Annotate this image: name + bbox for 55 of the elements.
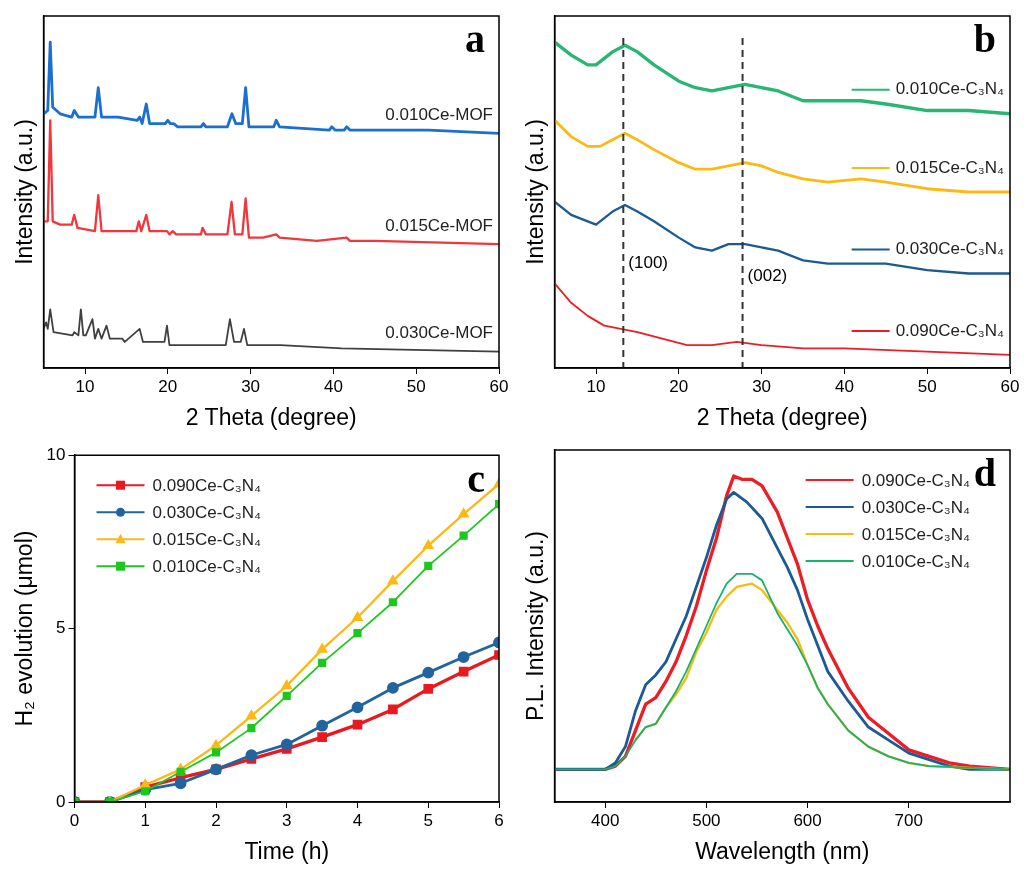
legend-label: 0.030Ce-C₃N₄ bbox=[895, 239, 1005, 259]
x-tick-label: 700 bbox=[894, 810, 923, 830]
x-tick-label: 30 bbox=[241, 376, 261, 396]
legend-label: 0.015Ce-C₃N₄ bbox=[861, 524, 971, 544]
series-label: 0.010Ce-MOF bbox=[385, 105, 493, 125]
x-axis-title: 2 Theta (degree) bbox=[185, 403, 357, 430]
y-tick-label: 0 bbox=[56, 791, 66, 811]
legend-label: 0.010Ce-C₃N₄ bbox=[152, 556, 261, 576]
x-tick-label: 60 bbox=[489, 376, 509, 396]
x-tick-label: 2 bbox=[211, 810, 221, 830]
annotation: d bbox=[973, 450, 996, 496]
x-tick-label: 6 bbox=[494, 810, 504, 830]
legend-label: 0.090Ce-C₃N₄ bbox=[152, 475, 261, 495]
y-axis-title: Intensity (a.u.) bbox=[11, 119, 38, 265]
y-axis-title: Intensity (a.u.) bbox=[522, 119, 549, 265]
legend-label: 0.090Ce-C₃N₄ bbox=[895, 320, 1005, 340]
x-tick-label: 20 bbox=[158, 376, 178, 396]
x-tick-label: 30 bbox=[752, 376, 772, 396]
x-tick-label: 50 bbox=[917, 376, 937, 396]
x-tick-label: 500 bbox=[692, 810, 721, 830]
annotation: a bbox=[465, 16, 485, 62]
legend-label: 0.090Ce-C₃N₄ bbox=[861, 470, 971, 490]
legend-label: 0.010Ce-C₃N₄ bbox=[861, 551, 971, 571]
x-tick-label: 400 bbox=[591, 810, 620, 830]
series-label: 0.030Ce-MOF bbox=[385, 323, 493, 343]
x-tick-label: 1 bbox=[140, 810, 150, 830]
x-axis-title: 2 Theta (degree) bbox=[696, 403, 868, 430]
x-tick-label: 20 bbox=[669, 376, 689, 396]
annotation: (002) bbox=[747, 266, 788, 286]
y-tick-label: 5 bbox=[56, 618, 66, 638]
legend-label: 0.010Ce-C₃N₄ bbox=[895, 79, 1005, 99]
x-tick-label: 5 bbox=[423, 810, 433, 830]
x-tick-label: 40 bbox=[323, 376, 343, 396]
legend-label: 0.015Ce-C₃N₄ bbox=[895, 157, 1005, 177]
x-tick-label: 4 bbox=[352, 810, 363, 830]
series-label: 0.015Ce-MOF bbox=[385, 215, 493, 235]
x-axis-title: Wavelength (nm) bbox=[695, 837, 870, 864]
x-axis-title: Time (h) bbox=[244, 837, 330, 864]
legend-label: 0.030Ce-C₃N₄ bbox=[861, 497, 971, 517]
x-tick-label: 50 bbox=[406, 376, 426, 396]
x-tick-label: 10 bbox=[586, 376, 606, 396]
legend-label: 0.015Ce-C₃N₄ bbox=[152, 529, 261, 549]
annotation: (100) bbox=[628, 253, 669, 273]
x-tick-label: 0 bbox=[69, 810, 80, 830]
y-axis-title: P.L. Intensity (a.u.) bbox=[522, 530, 549, 722]
annotation: c bbox=[467, 455, 485, 501]
x-tick-label: 600 bbox=[793, 810, 822, 830]
x-tick-label: 3 bbox=[282, 810, 292, 830]
x-tick-label: 60 bbox=[1000, 376, 1020, 396]
annotation: b bbox=[973, 16, 996, 62]
legend-label: 0.030Ce-C₃N₄ bbox=[152, 502, 261, 522]
y-axis-title: H₂ evolution (μmol) bbox=[11, 530, 38, 727]
x-tick-label: 40 bbox=[834, 376, 854, 396]
y-tick-label: 10 bbox=[46, 444, 66, 464]
x-tick-label: 10 bbox=[75, 376, 95, 396]
